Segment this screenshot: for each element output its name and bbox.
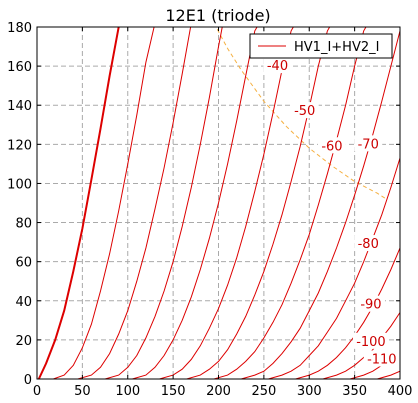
curve-vg-10 [53, 27, 155, 379]
axes: 0 50 100 150 200 250 300 350 400 0 20 40 60 80 100 120 1… [7, 21, 412, 399]
curve-vg-70 [213, 27, 367, 379]
x-tick-label: 200 [206, 384, 231, 399]
curve-label-bg [363, 350, 400, 367]
curve-vg-90 [268, 157, 400, 379]
curve-label-bg [352, 332, 389, 349]
curve-label: -40 [267, 59, 288, 74]
y-tick-label: 20 [15, 334, 32, 349]
y-tick-label: 0 [24, 373, 32, 388]
curve-vg-40 [132, 27, 258, 379]
curve-vg-30 [104, 27, 223, 379]
y-tick-label: 100 [7, 177, 32, 192]
curve-vg-130 [377, 370, 400, 379]
plot-curves [37, 27, 400, 379]
x-tick-label: 400 [388, 384, 413, 399]
curve-label: -80 [358, 237, 379, 252]
legend: HV1_I+HV2_I [249, 33, 393, 59]
curve-label-bg [356, 295, 385, 312]
curve-label-bg [354, 135, 383, 152]
x-tick-label: 150 [161, 384, 186, 399]
x-tick-label: 350 [342, 384, 367, 399]
x-tick-label: 50 [74, 384, 91, 399]
y-tick-label: 120 [7, 138, 32, 153]
curve-vg-110 [322, 312, 400, 379]
y-tick-label: 160 [7, 60, 32, 75]
curve-label: -90 [360, 298, 381, 313]
y-tick-label: 80 [15, 217, 32, 232]
curve-label: -60 [321, 139, 342, 154]
x-tick-label: 250 [251, 384, 276, 399]
curve-label-bg [354, 235, 383, 252]
curve-label-bg [290, 102, 319, 119]
x-tick-label: 300 [297, 384, 322, 399]
x-tick-label: 0 [33, 384, 41, 399]
curve-vg-100 [295, 247, 400, 379]
curve-label: -50 [294, 104, 315, 119]
legend-entry-label: HV1_I+HV2_I [294, 40, 379, 55]
y-tick-label: 40 [15, 295, 32, 310]
curve-label: -110 [367, 352, 397, 367]
y-tick-label: 140 [7, 99, 32, 114]
y-tick-label: 60 [15, 256, 32, 271]
curve-label-bg [317, 137, 346, 154]
curve-label-bg [263, 57, 292, 74]
dissipation-curve [215, 27, 387, 200]
curve-vg-0 [37, 27, 120, 379]
curve-labels: -40 -50 -60 -70 -80 -90 -100 -110 [263, 57, 400, 367]
x-tick-label: 100 [115, 384, 140, 399]
curve-vg-20 [77, 27, 192, 379]
curve-label: -70 [358, 137, 379, 152]
y-tick-label: 180 [7, 21, 32, 36]
chart-title: 12E1 (triode) [165, 6, 270, 25]
curve-label: -100 [356, 335, 386, 350]
curve-vg-80 [241, 30, 400, 379]
curve-vg-60 [186, 27, 331, 379]
curve-vg-50 [159, 27, 294, 379]
